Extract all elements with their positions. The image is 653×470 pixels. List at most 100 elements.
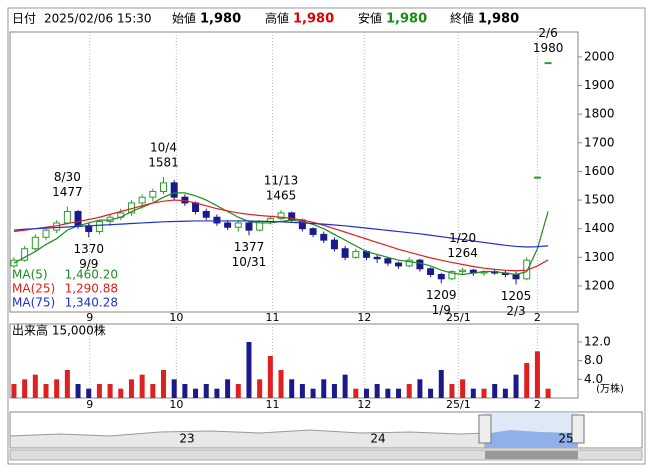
annotation-value: 1581 bbox=[148, 155, 179, 169]
volume-bar bbox=[321, 379, 327, 398]
legend-label: MA(5) bbox=[12, 268, 48, 282]
candle-body bbox=[330, 239, 338, 250]
candle-body bbox=[21, 248, 29, 261]
candle-body bbox=[512, 273, 520, 280]
volume-title: 出来高 15,000株 bbox=[12, 323, 106, 338]
volume-bar bbox=[545, 388, 551, 398]
candle-body bbox=[202, 211, 210, 218]
header-datetime: 2025/02/06 15:30 bbox=[44, 12, 152, 26]
x-tick-label: 12 bbox=[357, 311, 371, 324]
scrollbar[interactable] bbox=[9, 449, 643, 461]
x-tick-label: 2 bbox=[534, 311, 541, 324]
y-tick-label: 2000 bbox=[584, 49, 615, 63]
volume-bar bbox=[363, 388, 369, 398]
legend-value: 1,290.88 bbox=[65, 282, 118, 296]
candle-body bbox=[95, 221, 103, 233]
volume-bar bbox=[257, 379, 263, 398]
volume-bar bbox=[385, 388, 391, 398]
x-tick-label: 11 bbox=[265, 398, 279, 411]
header-label: 終値 bbox=[450, 11, 474, 26]
header-value: 1,980 bbox=[293, 12, 334, 27]
volume-bar bbox=[193, 388, 199, 398]
annotation-value: 1209 bbox=[426, 288, 457, 302]
volume-bar bbox=[278, 369, 284, 398]
x-tick-label: 25/1 bbox=[446, 311, 471, 324]
volume-bar bbox=[43, 383, 49, 398]
candle-body bbox=[384, 258, 392, 264]
candle-body bbox=[192, 202, 200, 213]
y-tick-label: 1900 bbox=[584, 78, 615, 92]
legend-label: MA(75) bbox=[12, 296, 55, 310]
volume-bar bbox=[214, 388, 220, 398]
navigator-label: 25 bbox=[558, 432, 573, 446]
volume-bar bbox=[203, 383, 209, 398]
y-tick-label: 1500 bbox=[584, 193, 615, 207]
annotation-date: 1/9 bbox=[432, 303, 451, 317]
navigator-handle[interactable] bbox=[478, 414, 492, 444]
y-tick-label: 4.0 bbox=[584, 372, 603, 386]
volume-bar bbox=[267, 355, 273, 398]
candle-body bbox=[416, 259, 424, 270]
x-tick-label: 9 bbox=[86, 311, 93, 324]
candle-body bbox=[63, 211, 71, 224]
volume-bar bbox=[417, 379, 423, 398]
annotation-value: 1377 bbox=[234, 240, 265, 254]
annotation-date: 8/30 bbox=[54, 170, 81, 184]
volume-bar bbox=[86, 388, 92, 398]
candle-body bbox=[234, 222, 242, 228]
y-tick-label: 12.0 bbox=[584, 334, 611, 348]
header-label: 日付 bbox=[12, 12, 36, 26]
x-tick-label: 10 bbox=[169, 398, 183, 411]
annotation-date: 1/20 bbox=[449, 231, 476, 245]
volume-unit: (万株) bbox=[596, 382, 624, 395]
volume-bar bbox=[513, 374, 519, 398]
candle-body bbox=[448, 271, 456, 280]
volume-bar bbox=[246, 341, 252, 398]
x-tick-label: 10 bbox=[169, 311, 183, 324]
candle-body bbox=[85, 225, 93, 233]
volume-bar bbox=[534, 351, 540, 398]
volume-bar bbox=[161, 369, 167, 398]
y-tick-label: 1600 bbox=[584, 164, 615, 178]
navigator-handle[interactable] bbox=[571, 414, 585, 444]
candle-body bbox=[224, 222, 232, 228]
candle-body bbox=[320, 233, 328, 241]
header-label: 始値 bbox=[172, 11, 196, 26]
volume-bar bbox=[524, 362, 530, 398]
x-tick-label: 12 bbox=[357, 398, 371, 411]
volume-bar bbox=[107, 383, 113, 398]
volume-bar bbox=[128, 379, 134, 398]
candle-body bbox=[170, 182, 178, 198]
volume-bar bbox=[64, 369, 70, 398]
annotation-value: 1477 bbox=[52, 185, 83, 199]
candle-body bbox=[10, 259, 18, 267]
volume-bar bbox=[11, 383, 17, 398]
navigator-area-selected bbox=[485, 430, 578, 448]
candle-body bbox=[31, 236, 39, 250]
candle-body bbox=[309, 228, 317, 235]
volume-bar bbox=[470, 388, 476, 398]
volume-bar bbox=[75, 383, 81, 398]
candle-body bbox=[459, 269, 467, 273]
annotation-date: 2/3 bbox=[506, 304, 525, 318]
annotation-date: 11/13 bbox=[264, 174, 299, 188]
header-label: 安値 bbox=[358, 11, 382, 26]
navigator-label: 23 bbox=[179, 432, 194, 446]
legend-label: MA(25) bbox=[12, 282, 55, 296]
header-label: 高値 bbox=[265, 11, 289, 26]
candle-body bbox=[405, 259, 413, 267]
price-panel bbox=[9, 31, 579, 313]
volume-bar bbox=[502, 388, 508, 398]
annotation-value: 1370 bbox=[73, 242, 104, 256]
volume-bar bbox=[374, 383, 380, 398]
volume-bar bbox=[299, 383, 305, 398]
candle-body bbox=[437, 273, 445, 280]
ma-line bbox=[13, 220, 549, 248]
candle-body bbox=[427, 268, 435, 275]
scrollbar-thumb[interactable] bbox=[485, 451, 578, 459]
volume-bar bbox=[118, 388, 124, 398]
annotation-date: 10/4 bbox=[150, 140, 177, 154]
candle-body bbox=[213, 216, 221, 224]
annotation-value: 1205 bbox=[501, 289, 532, 303]
